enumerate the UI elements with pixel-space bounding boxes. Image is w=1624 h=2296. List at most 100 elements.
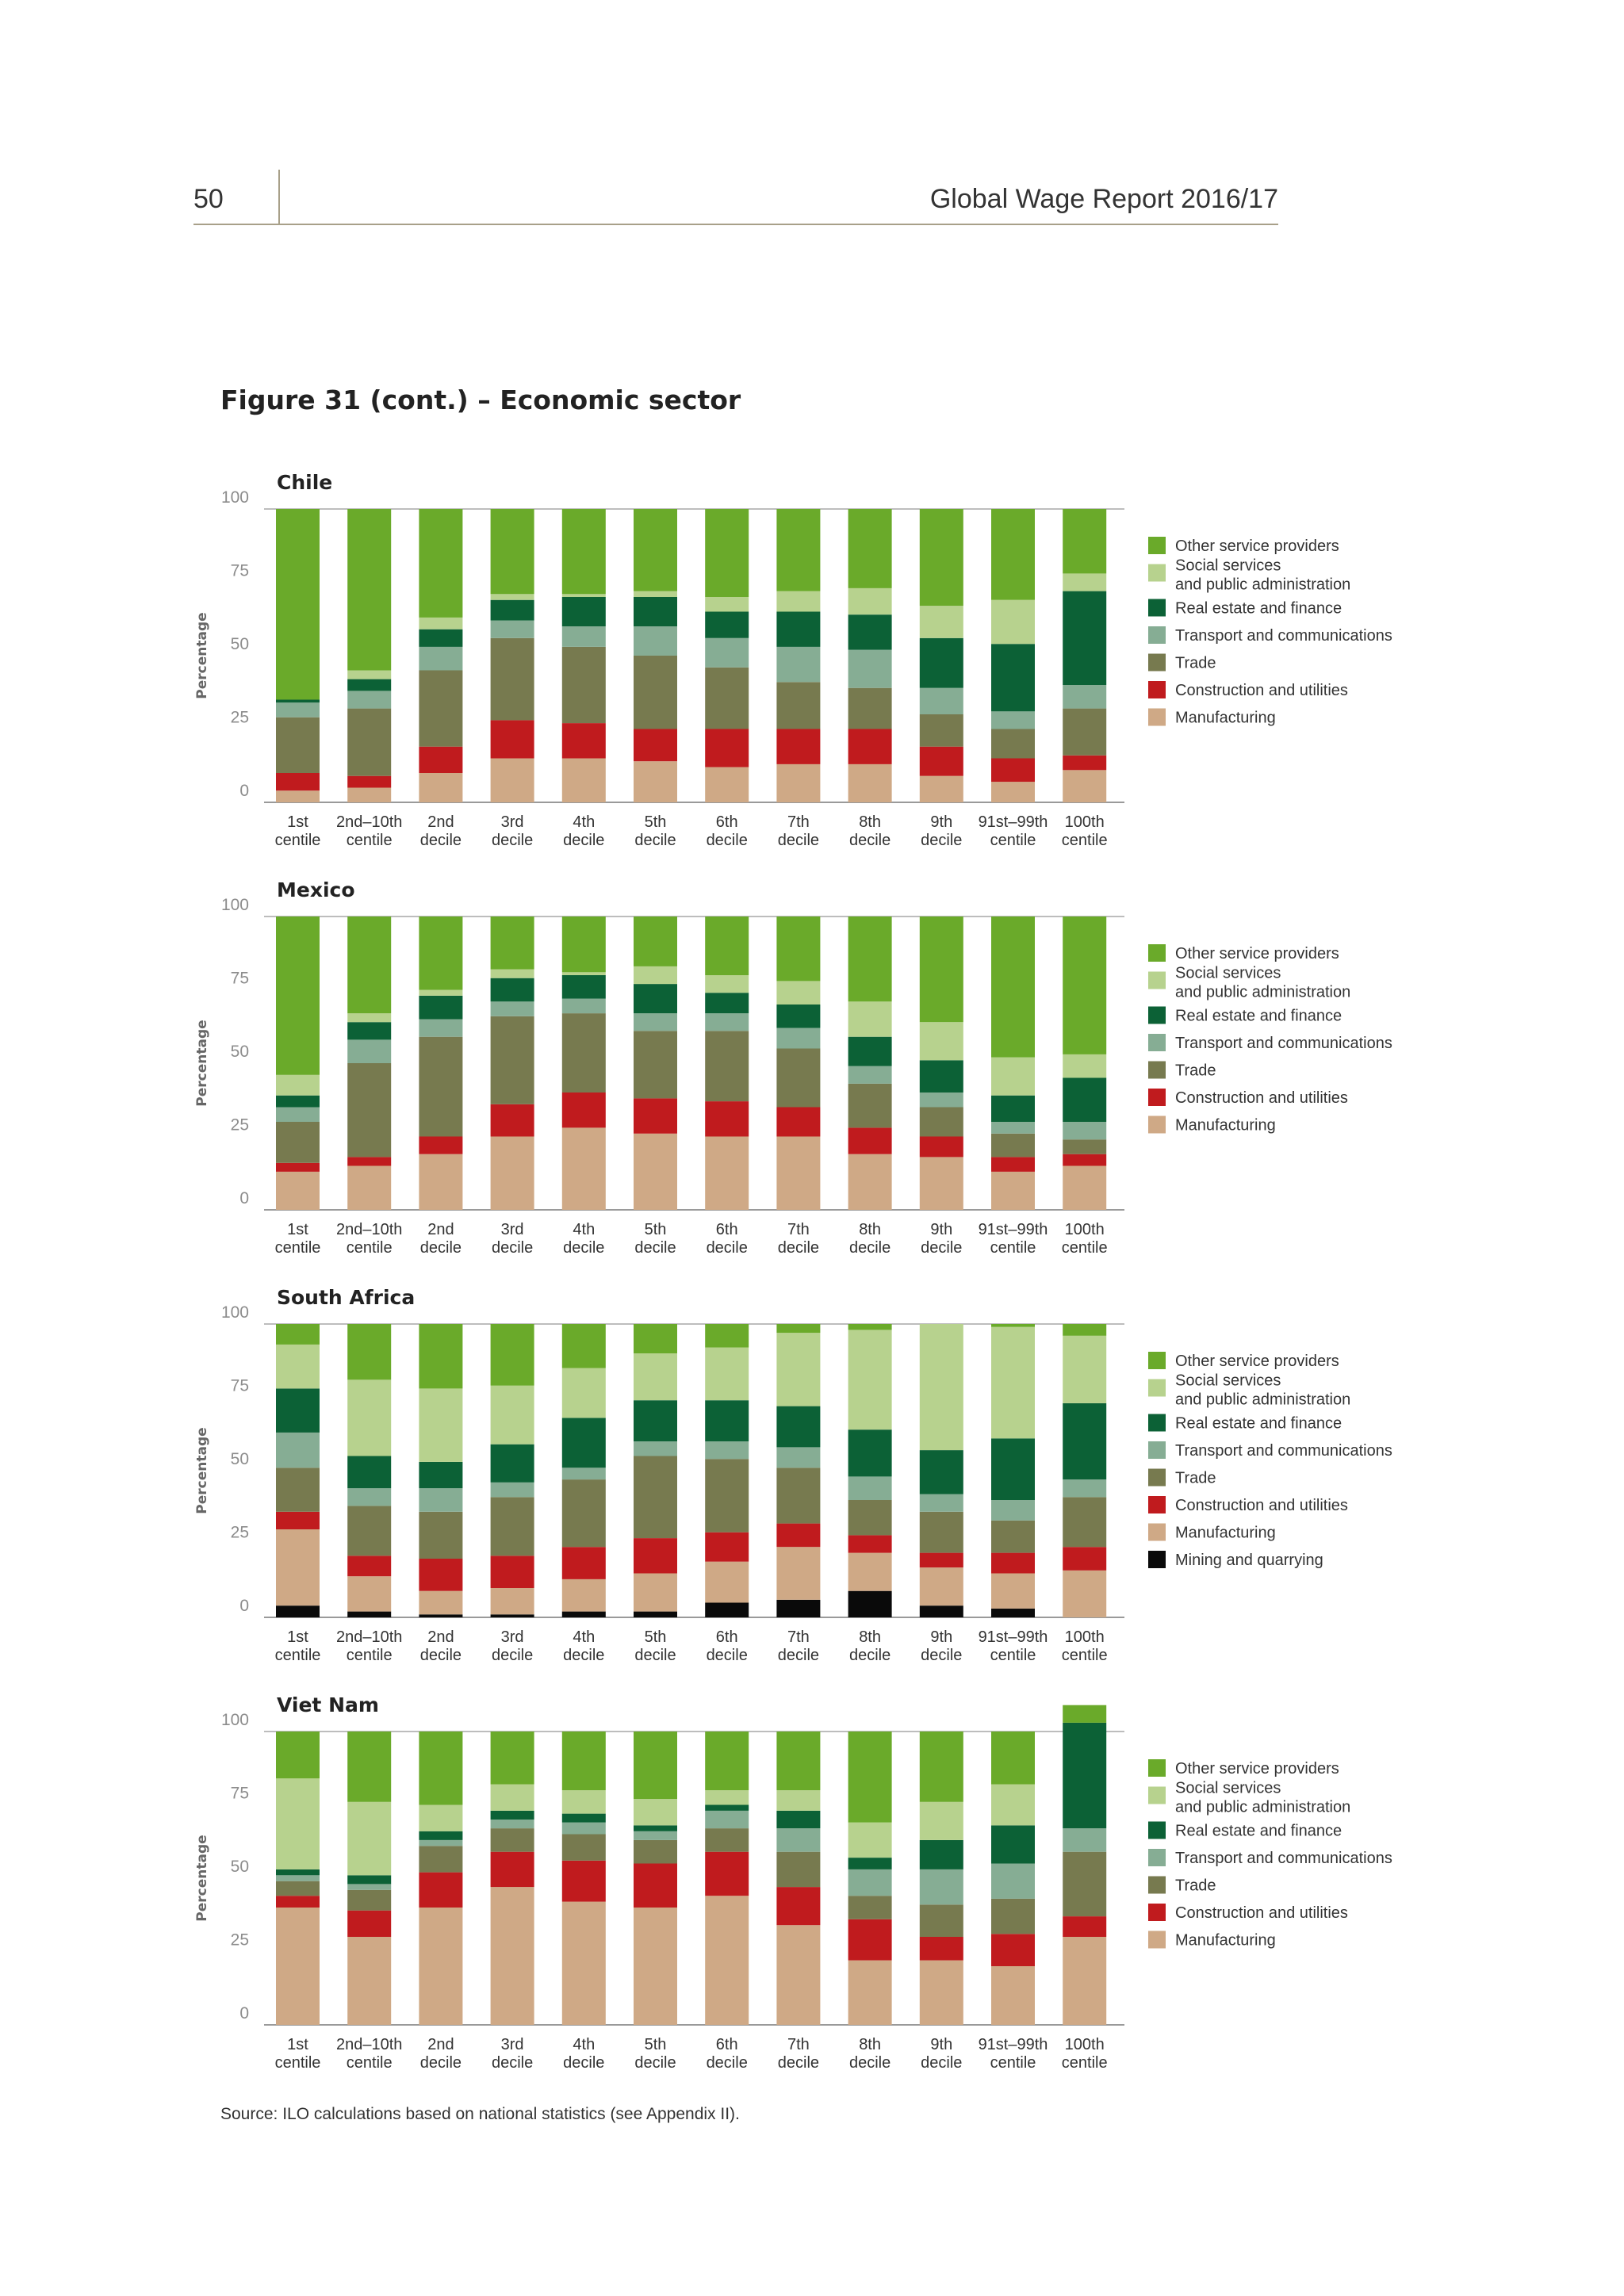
legend-swatch-other-service-providers	[1148, 1759, 1166, 1777]
x-tick-label: 91st–99th centile	[979, 1221, 1048, 1257]
bar-segment-social-services-and-public-administration	[776, 981, 821, 1004]
bar-segment-transport-and-communications	[776, 646, 821, 683]
bar-segment-construction-and-utilities	[634, 1098, 677, 1134]
bar-segment-other-service-providers	[776, 1324, 821, 1334]
bar-segment-real-estate-and-finance	[991, 1825, 1035, 1864]
header-rule	[193, 224, 1278, 225]
bar-segment-transport-and-communications	[490, 1820, 534, 1829]
x-tick-label: 3rd decile	[492, 813, 533, 849]
bar-segment-trade	[634, 656, 677, 729]
bar-segment-other-service-providers	[776, 1732, 821, 1790]
bar-segment-real-estate-and-finance	[1063, 1402, 1107, 1480]
bar-segment-transport-and-communications	[991, 1500, 1035, 1521]
bar-segment-transport-and-communications	[347, 1039, 392, 1063]
bar-segment-construction-and-utilities	[705, 1101, 749, 1137]
bar-segment-other-service-providers	[419, 509, 463, 618]
bar-segment-real-estate-and-finance	[276, 1388, 320, 1433]
bar-segment-manufacturing	[347, 1576, 392, 1612]
legend-label: Other service providers	[1175, 1760, 1339, 1777]
bar-segment-transport-and-communications	[419, 1839, 463, 1846]
x-tick-label: 91st–99th centile	[979, 1628, 1048, 1664]
y-tick-label: 25	[231, 1524, 249, 1542]
bar-segment-real-estate-and-finance	[276, 699, 320, 703]
bar-segment-other-service-providers	[347, 916, 392, 1014]
bar-segment-real-estate-and-finance	[991, 1095, 1035, 1122]
bar-segment-construction-and-utilities	[848, 1535, 892, 1553]
bar-segment-other-service-providers	[848, 916, 892, 1002]
bar-segment-trade	[848, 1896, 892, 1919]
bar-segment-construction-and-utilities	[1063, 1916, 1107, 1937]
bar-segment-trade	[919, 1904, 963, 1937]
x-tick-label: 100th centile	[1062, 813, 1108, 849]
bar-segment-trade	[276, 1468, 320, 1512]
y-tick-label: 25	[231, 1931, 249, 1950]
bar-segment-other-service-providers	[276, 1732, 320, 1779]
legend-swatch-manufacturing	[1148, 708, 1166, 726]
legend-swatch-other-service-providers	[1148, 537, 1166, 554]
bar-segment-manufacturing	[490, 1887, 534, 2025]
bar-segment-construction-and-utilities	[919, 1937, 963, 1961]
legend-label: Real estate and finance	[1175, 1415, 1342, 1433]
bar-segment-transport-and-communications	[1063, 1122, 1107, 1140]
chart-svg: Mexico Percentage 0 25 50 75 100 1st centile 2nd–…	[194, 878, 1392, 1257]
bar-segment-construction-and-utilities	[276, 1162, 320, 1172]
x-tick-label: 5th decile	[634, 813, 676, 849]
bar-segment-trade	[490, 1828, 534, 1852]
bar-segment-other-service-providers	[1063, 1705, 1107, 1723]
bar-segment-social-services-and-public-administration	[919, 1801, 963, 1840]
bar-segment-real-estate-and-finance	[848, 1036, 892, 1066]
bar-segment-real-estate-and-finance	[705, 993, 749, 1014]
bar-segment-construction-and-utilities	[561, 1093, 606, 1128]
x-tick-label: 9th decile	[921, 2036, 962, 2072]
bar-segment-other-service-providers	[848, 1324, 892, 1330]
bar-segment-mining-and-quarrying	[561, 1611, 606, 1617]
bar-segment-trade	[705, 1031, 749, 1102]
bar-segment-other-service-providers	[991, 1324, 1035, 1327]
x-tick-label: 5th decile	[634, 1628, 676, 1664]
bar-segment-other-service-providers	[347, 509, 392, 671]
running-title: Global Wage Report 2016/17	[929, 184, 1278, 214]
bar-segment-social-services-and-public-administration	[490, 969, 534, 978]
bar-segment-transport-and-communications	[848, 649, 892, 688]
bar-segment-other-service-providers	[848, 509, 892, 588]
bar-segment-construction-and-utilities	[276, 773, 320, 791]
bar-segment-manufacturing	[561, 758, 606, 802]
y-tick-label: 50	[231, 1450, 249, 1468]
bar-segment-mining-and-quarrying	[848, 1590, 892, 1617]
bar-segment-transport-and-communications	[848, 1066, 892, 1084]
bar-segment-real-estate-and-finance	[561, 597, 606, 626]
bar-segment-real-estate-and-finance	[991, 1438, 1035, 1500]
legend-label: Social services and public administration	[1175, 965, 1350, 1001]
bar-segment-mining-and-quarrying	[705, 1602, 749, 1617]
chart-svg: Chile Percentage 0 25 50 75 100 1st centile 2nd–1…	[194, 471, 1392, 849]
legend-label: Transport and communications	[1175, 627, 1392, 645]
bar-segment-real-estate-and-finance	[1063, 1722, 1107, 1829]
bar-segment-manufacturing	[848, 1552, 892, 1591]
x-tick-label: 5th decile	[634, 1221, 676, 1257]
bar-segment-other-service-providers	[705, 1324, 749, 1348]
bar-segment-manufacturing	[561, 1901, 606, 2025]
legend-swatch-trade	[1148, 1876, 1166, 1894]
bar-segment-construction-and-utilities	[991, 1552, 1035, 1574]
bar-segment-trade	[848, 1083, 892, 1128]
bar-segment-manufacturing	[776, 763, 821, 802]
bar-segment-construction-and-utilities	[490, 720, 534, 759]
legend-swatch-trade	[1148, 653, 1166, 672]
legend-swatch-trade	[1148, 1061, 1166, 1079]
bar-segment-social-services-and-public-administration	[991, 599, 1035, 645]
legend-swatch-construction-and-utilities	[1148, 1089, 1166, 1106]
bar-segment-trade	[490, 1016, 534, 1104]
source-note: Source: ILO calculations based on nation…	[220, 2105, 740, 2123]
bar-segment-trade	[776, 1468, 821, 1524]
bar-segment-trade	[347, 1506, 392, 1556]
bar-segment-transport-and-communications	[490, 1001, 534, 1016]
bar-segment-social-services-and-public-administration	[991, 1057, 1035, 1096]
bar-segment-other-service-providers	[705, 1732, 749, 1790]
bar-segment-trade	[919, 1511, 963, 1553]
bar-segment-other-service-providers	[419, 916, 463, 990]
chart-south-africa: South Africa Percentage 0 25 50 75 100 1st centi…	[0, 1283, 1624, 1695]
legend-swatch-construction-and-utilities	[1148, 1904, 1166, 1921]
bar-segment-trade	[848, 1500, 892, 1536]
chart-chile: Chile Percentage 0 25 50 75 100 1st centile 2nd–1…	[0, 468, 1624, 880]
bar-segment-manufacturing	[848, 1960, 892, 2025]
